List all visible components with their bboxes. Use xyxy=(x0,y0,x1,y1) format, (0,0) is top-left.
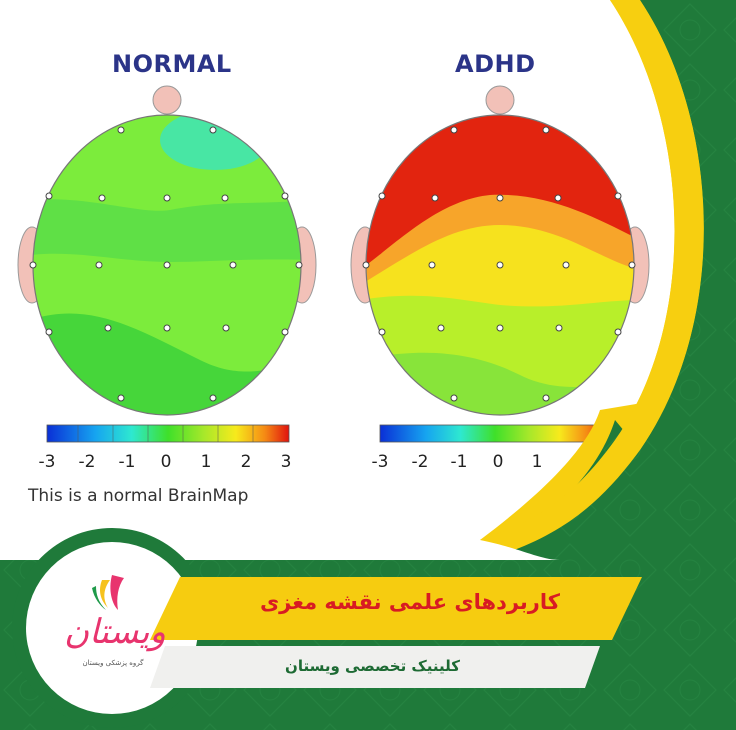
scale-tick-label: 0 xyxy=(492,452,504,472)
adhd-title: ADHD xyxy=(455,50,536,78)
scale-tick-label: -1 xyxy=(450,452,468,472)
headline-banner xyxy=(150,577,642,688)
color-scale-bar xyxy=(46,424,290,443)
scale-tick-label: -3 xyxy=(371,452,389,472)
scale-tick-label: 1 xyxy=(531,452,543,472)
logo-tagline: گروه پزشکی ویستان xyxy=(82,659,144,667)
scale-tick-label: 3 xyxy=(280,452,292,472)
brainmap-caption: This is a normal BrainMap xyxy=(28,486,249,506)
scale-tick-label: 2 xyxy=(240,452,252,472)
clinic-name: کلینیک تخصصی ویستان xyxy=(285,657,460,675)
brain-map-adhd xyxy=(350,85,650,416)
logo-wordmark: ویستان xyxy=(64,612,166,652)
normal-title: NORMAL xyxy=(112,50,232,78)
scale-tick-label: -3 xyxy=(38,452,56,472)
headline-text: کاربردهای علمی نقشه مغزی xyxy=(259,590,560,614)
scale-tick-label: -2 xyxy=(411,452,429,472)
color-scale-bar-adhd xyxy=(379,424,611,443)
scale-tick-label: 1 xyxy=(200,452,212,472)
scale-tick-label: 0 xyxy=(160,452,172,472)
scale-tick-label: -2 xyxy=(78,452,96,472)
scale-tick-label: -1 xyxy=(118,452,136,472)
